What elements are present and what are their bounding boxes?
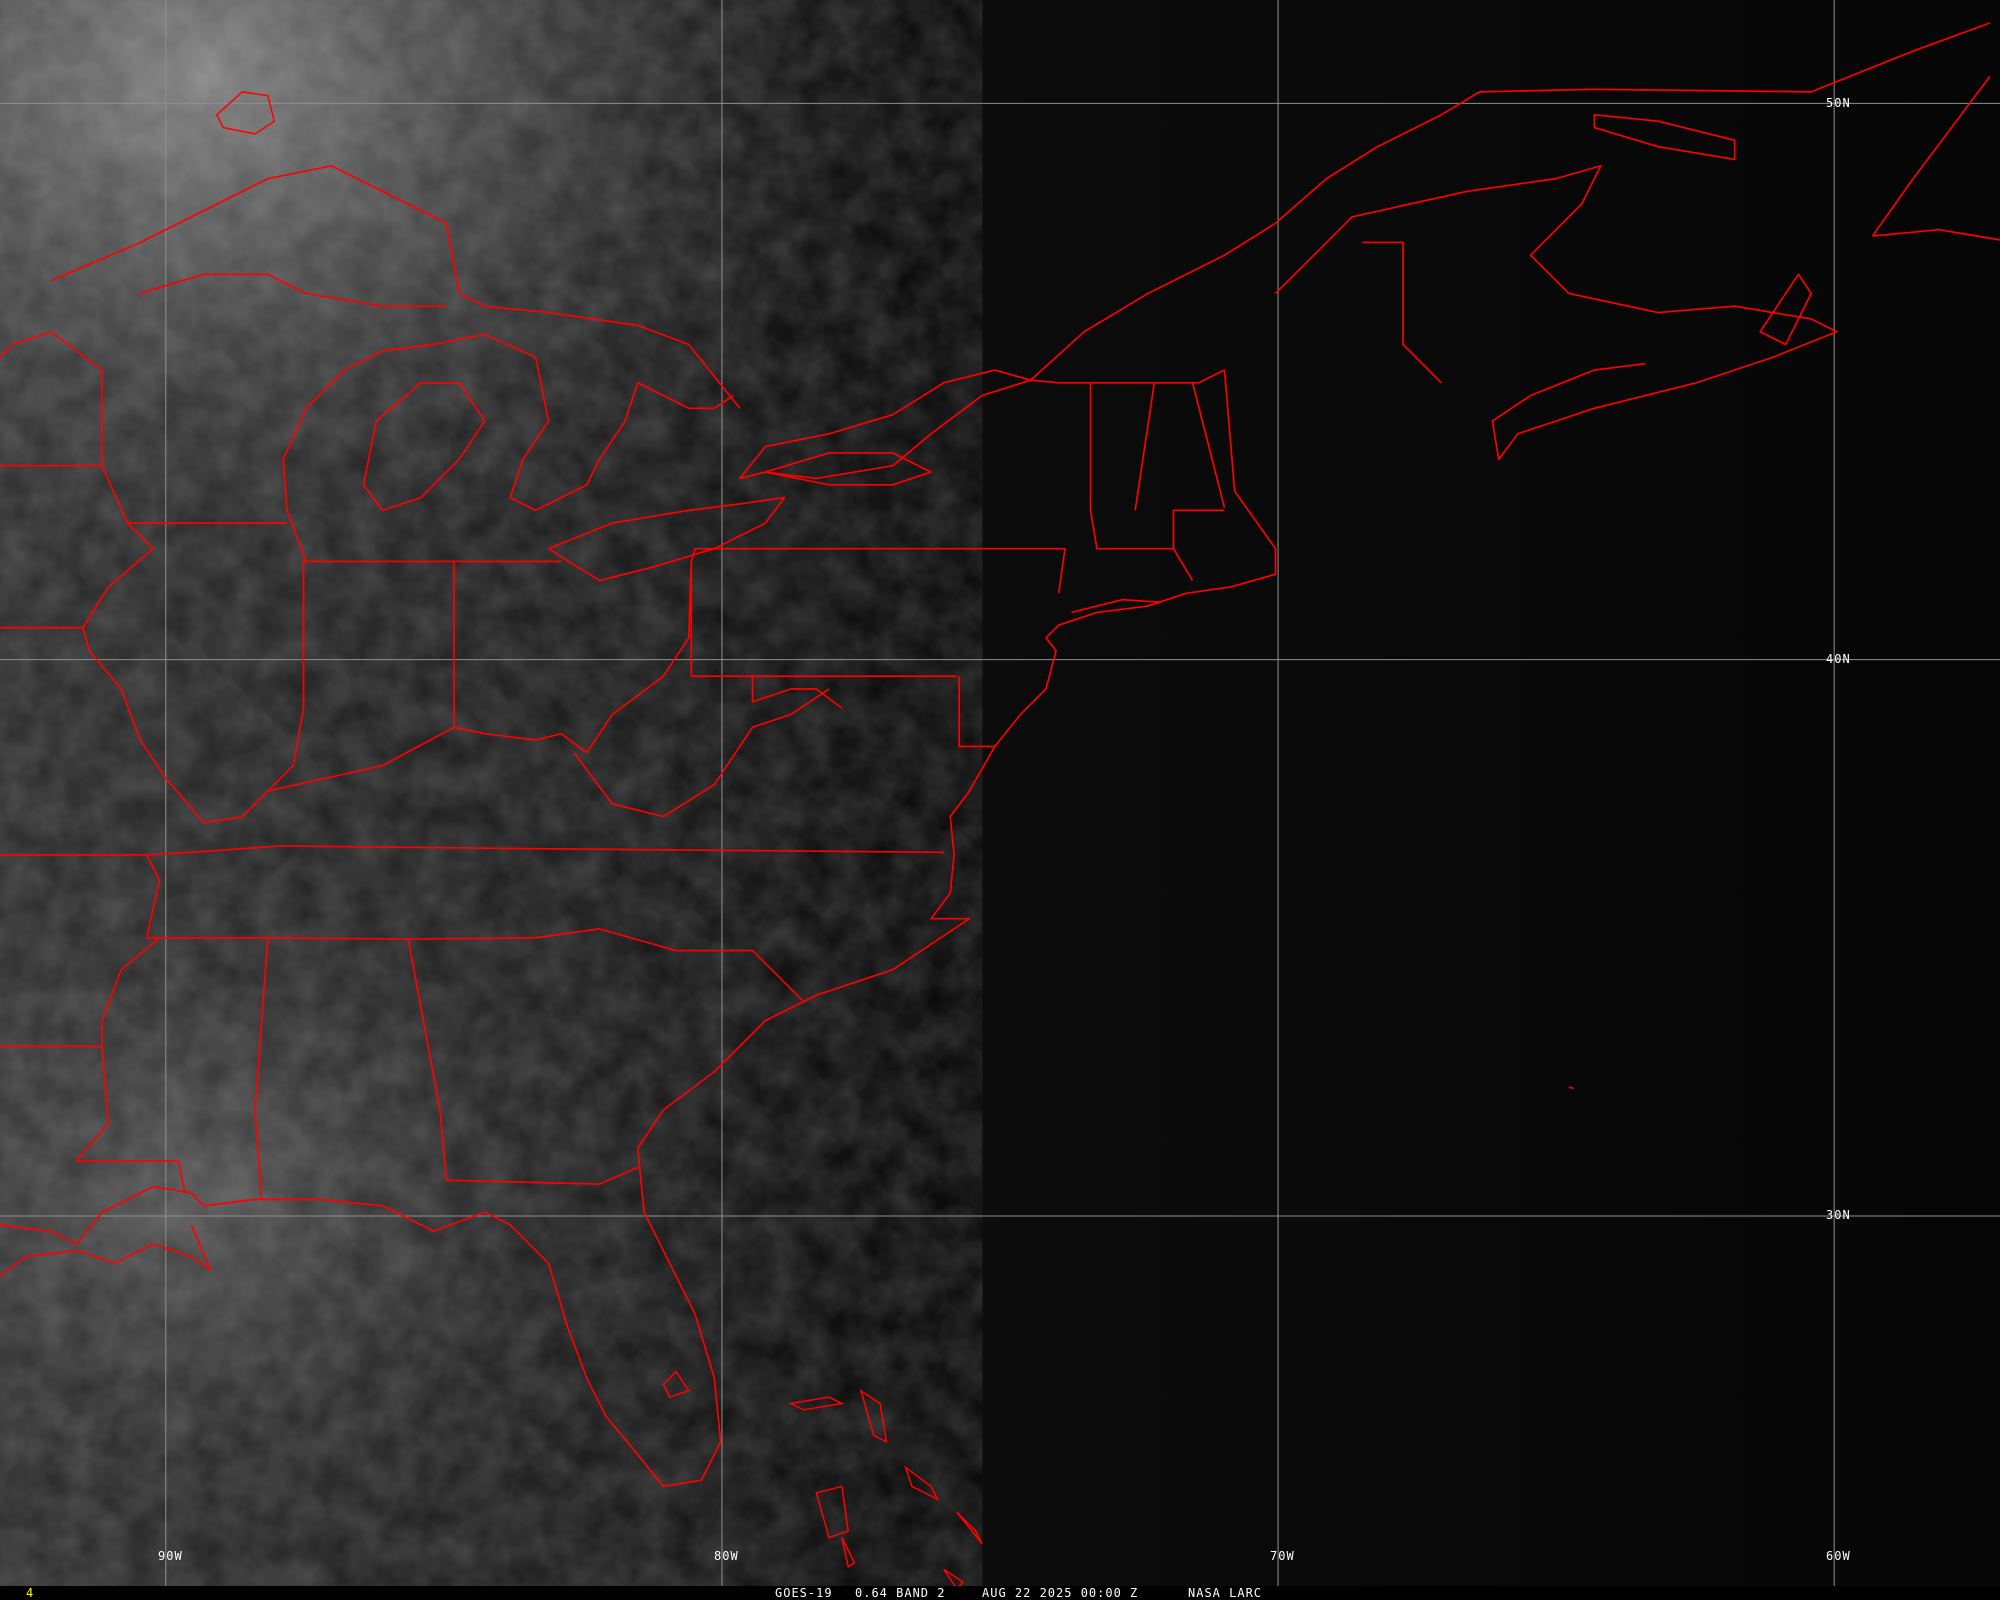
islands <box>215 91 1575 1590</box>
latitude-label: 30N <box>1826 1208 1851 1222</box>
political-boundaries <box>0 22 2000 1488</box>
longitude-label: 60W <box>1826 1549 1851 1563</box>
image-caption-bar: 4 GOES-19 0.64 BAND 2 AUG 22 2025 00:00 … <box>0 1586 2000 1600</box>
latitude-label: 50N <box>1826 96 1851 110</box>
source-label: NASA LARC <box>1188 1586 1263 1600</box>
frame-number: 4 <box>26 1586 35 1600</box>
latitude-label: 40N <box>1826 652 1851 666</box>
longitude-label: 70W <box>1270 1549 1295 1563</box>
satellite-name: GOES-19 <box>775 1586 833 1600</box>
longitude-label: 80W <box>714 1549 739 1563</box>
channel-label: 0.64 BAND 2 <box>855 1586 946 1600</box>
timestamp: AUG 22 2025 00:00 Z <box>982 1586 1139 1600</box>
longitude-label: 90W <box>158 1549 183 1563</box>
